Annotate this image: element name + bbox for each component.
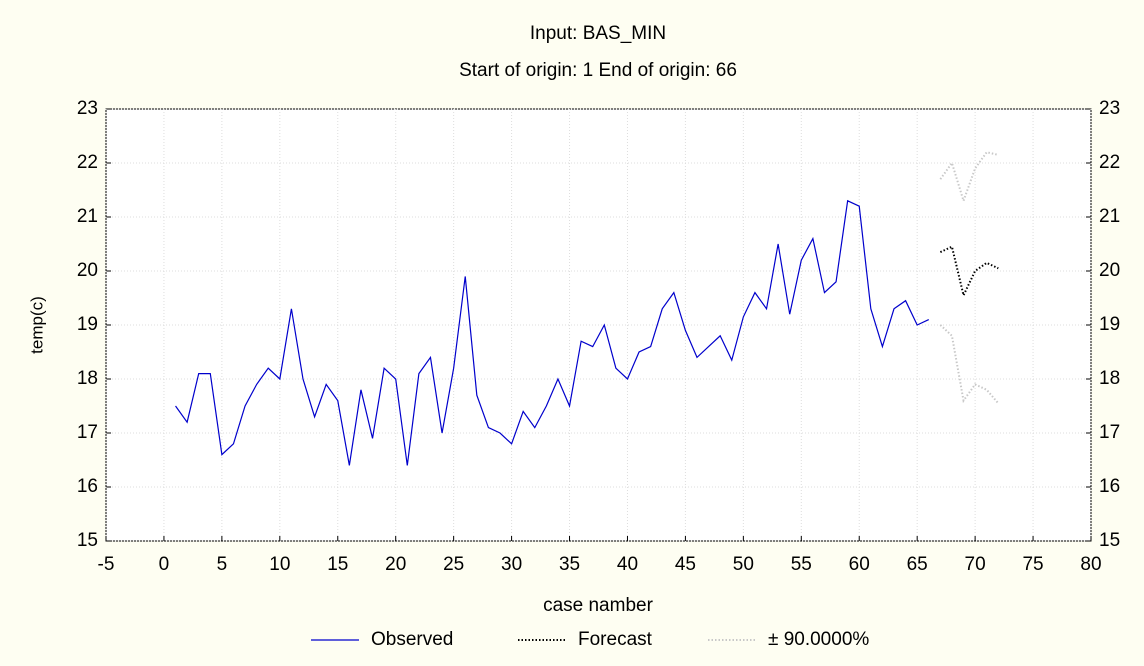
x-tick-label: -5 xyxy=(98,554,115,575)
y-axis-label: temp(c) xyxy=(27,296,46,354)
y2-tick-label: 16 xyxy=(1099,476,1120,497)
x-tick-label: 80 xyxy=(1080,554,1101,575)
x-tick-label: 70 xyxy=(965,554,986,575)
y2-tick-label: 20 xyxy=(1099,260,1120,281)
line-values xyxy=(175,199,930,466)
x-tick-label: 35 xyxy=(559,554,580,575)
y2-tick-label: 22 xyxy=(1099,152,1120,173)
y-tick-label: 20 xyxy=(77,260,98,281)
y-tick-label: 15 xyxy=(77,530,98,551)
x-tick-label: 30 xyxy=(501,554,522,575)
x-tick-label: 75 xyxy=(1022,554,1043,575)
x-tick-label: 10 xyxy=(269,554,290,575)
x-tick-label: 60 xyxy=(849,554,870,575)
y2-tick-label: 17 xyxy=(1099,422,1120,443)
y2-tick-label: 23 xyxy=(1099,98,1120,119)
legend-label: ± 90.0000% xyxy=(768,629,869,650)
y-tick-label: 16 xyxy=(77,476,98,497)
x-tick-label: 55 xyxy=(791,554,812,575)
y-tick-label: 19 xyxy=(77,314,98,335)
y-tick-label: 22 xyxy=(77,152,98,173)
x-tick-label: 45 xyxy=(675,554,696,575)
line-upper xyxy=(939,151,999,204)
chart-title: Input: BAS_MIN xyxy=(530,23,666,44)
y2-tick-label: 18 xyxy=(1099,368,1120,389)
line-values xyxy=(939,245,999,299)
x-tick-label: 40 xyxy=(617,554,638,575)
y-tick-label: 21 xyxy=(77,206,98,227)
y-tick-label: 23 xyxy=(77,98,98,119)
legend-label: Forecast xyxy=(578,629,653,650)
x-tick-label: 50 xyxy=(733,554,754,575)
x-tick-label: 5 xyxy=(217,554,228,575)
y2-tick-label: 15 xyxy=(1099,530,1120,551)
x-axis-label: case namber xyxy=(543,595,654,616)
y-tick-label: 17 xyxy=(77,422,98,443)
legend-label: Observed xyxy=(371,629,453,650)
line-lower xyxy=(939,324,1000,404)
x-tick-label: 0 xyxy=(159,554,170,575)
x-tick-label: 65 xyxy=(907,554,928,575)
x-tick-label: 20 xyxy=(385,554,406,575)
y2-tick-label: 21 xyxy=(1099,206,1120,227)
x-tick-label: 25 xyxy=(443,554,464,575)
y2-tick-label: 19 xyxy=(1099,314,1120,335)
y-tick-label: 18 xyxy=(77,368,98,389)
x-tick-label: 15 xyxy=(327,554,348,575)
chart-subtitle: Start of origin: 1 End of origin: 66 xyxy=(459,60,737,81)
